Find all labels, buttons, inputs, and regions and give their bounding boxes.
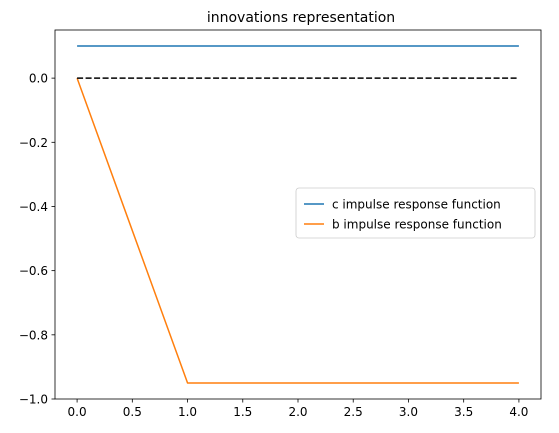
x-tick-label: 4.0 — [509, 405, 528, 419]
legend-box — [295, 187, 536, 239]
y-tick-label: −0.8 — [19, 328, 48, 342]
y-tick-label: −0.6 — [19, 264, 48, 278]
y-tick-label: −1.0 — [19, 393, 48, 407]
legend-label-2: b impulse response function — [332, 218, 502, 232]
series-line-2 — [76, 77, 519, 384]
x-tick-label: 3.0 — [399, 405, 418, 419]
y-tick-label: −0.4 — [19, 200, 48, 214]
y-tick-label: 0.0 — [29, 72, 48, 86]
axes: 0.0 0.5 1.0 1.5 2.0 2.5 3.0 3.5 4.0 0.0 −0.2 −0.4 −0… — [19, 29, 542, 419]
x-tick-label: 0.5 — [123, 405, 142, 419]
x-tick-label: 2.0 — [288, 405, 307, 419]
chart-title: innovations representation — [207, 10, 395, 26]
x-tick-label: 0.0 — [68, 405, 87, 419]
x-tick-label: 2.5 — [344, 405, 363, 419]
legend-label-1: c impulse response function — [332, 198, 501, 212]
x-tick-label: 1.0 — [178, 405, 197, 419]
x-tick-label: 3.5 — [454, 405, 473, 419]
legend: c impulse response function b impulse res… — [295, 187, 536, 239]
y-tick-label: −0.2 — [19, 136, 48, 150]
x-tick-label: 1.5 — [233, 405, 252, 419]
plot-area — [76, 45, 519, 384]
